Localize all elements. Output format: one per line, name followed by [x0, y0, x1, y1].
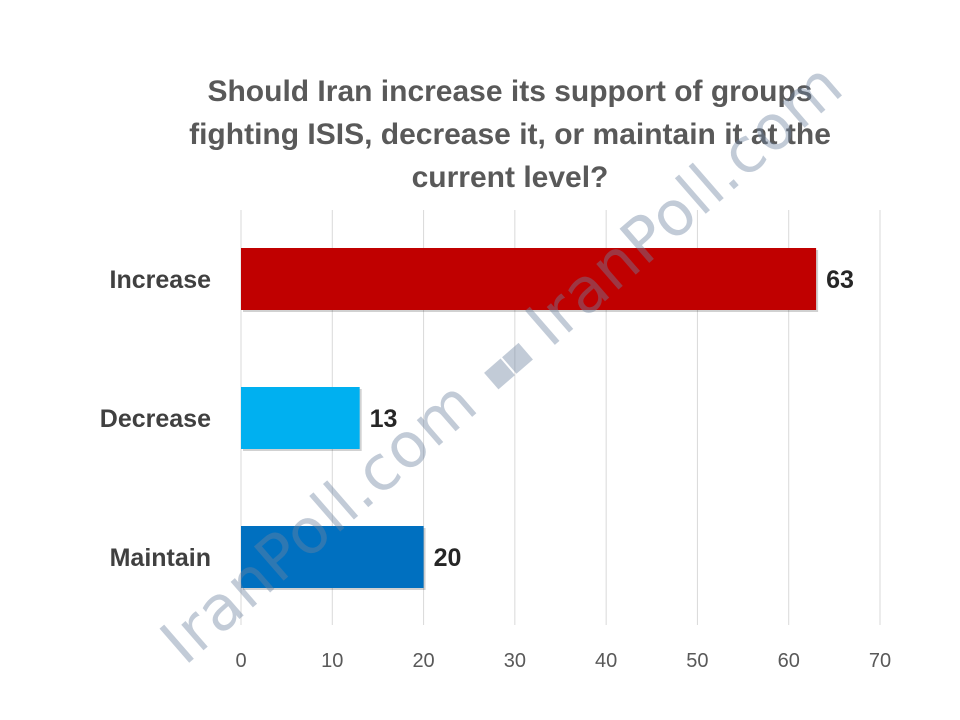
data-label: 20: [434, 544, 462, 572]
data-label: 63: [826, 266, 854, 294]
bar-decrease: [241, 387, 360, 449]
labels: 0 10 20 30 40 50 60 70 Increase 63 Decrease 13 Maint…: [100, 266, 891, 672]
category-label: Increase: [110, 266, 212, 294]
x-tick-label: 10: [321, 650, 343, 672]
x-tick-label: 60: [778, 650, 800, 672]
chart-title: Should Iran increase its support of grou…: [189, 75, 831, 194]
x-tick-label: 0: [235, 650, 246, 672]
x-tick-label: 70: [869, 650, 891, 672]
category-label: Decrease: [100, 405, 211, 433]
bars: [241, 248, 819, 590]
x-tick-label: 40: [595, 650, 617, 672]
bar-maintain: [241, 526, 424, 588]
category-label: Maintain: [110, 544, 211, 572]
x-tick-label: 50: [686, 650, 708, 672]
data-label: 13: [370, 405, 398, 433]
x-tick-label: 20: [412, 650, 434, 672]
x-tick-label: 30: [504, 650, 526, 672]
bar-increase: [241, 248, 817, 310]
